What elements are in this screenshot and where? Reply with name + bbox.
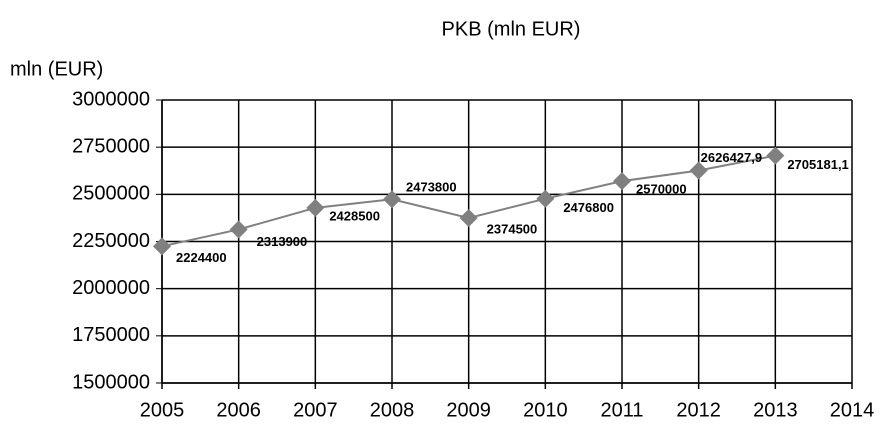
y-tick-label: 2250000: [72, 230, 150, 252]
y-tick-label: 1750000: [72, 324, 150, 346]
data-point: [536, 189, 555, 208]
data-point: [613, 172, 631, 191]
data-point: [229, 220, 248, 239]
y-axis-label: mln (EUR): [10, 58, 103, 80]
x-tick-label: 2009: [446, 399, 491, 421]
x-tick-label: 2008: [370, 399, 415, 421]
data-point: [459, 209, 478, 228]
data-label: 2473800: [406, 180, 457, 195]
y-tick-label: 2500000: [72, 183, 150, 205]
data-point: [306, 198, 325, 217]
x-tick-label: 2010: [523, 399, 568, 421]
x-tick-label: 2005: [140, 399, 185, 421]
data-label: 2626427,9: [701, 150, 762, 165]
y-tick-label: 1500000: [72, 371, 150, 393]
y-tick-label: 2750000: [72, 135, 150, 157]
y-tick-label: 3000000: [72, 88, 150, 110]
x-tick-label: 2006: [216, 399, 261, 421]
y-tick-label: 2000000: [72, 277, 150, 299]
chart-title: PKB (mln EUR): [442, 18, 581, 40]
data-label: 2705181,1: [787, 157, 848, 172]
data-label: 2570000: [636, 182, 687, 197]
x-tick-label: 2012: [676, 399, 721, 421]
data-point: [766, 146, 785, 165]
data-label: 2224400: [176, 250, 227, 265]
data-point: [689, 161, 708, 180]
data-point: [153, 237, 171, 256]
data-label: 2313900: [257, 234, 308, 249]
data-label: 2428500: [329, 208, 380, 223]
data-point: [383, 190, 401, 209]
data-label: 2374500: [487, 221, 538, 236]
x-tick-label: 2007: [293, 399, 338, 421]
x-tick-label: 2014: [830, 399, 875, 421]
x-tick-label: 2013: [753, 399, 798, 421]
data-label: 2476800: [563, 200, 614, 215]
x-tick-label: 2011: [600, 399, 643, 421]
